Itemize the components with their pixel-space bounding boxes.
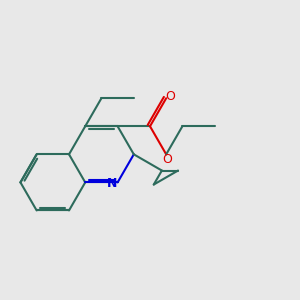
- Text: O: O: [162, 153, 172, 166]
- Text: N: N: [107, 177, 118, 190]
- Text: O: O: [165, 90, 175, 103]
